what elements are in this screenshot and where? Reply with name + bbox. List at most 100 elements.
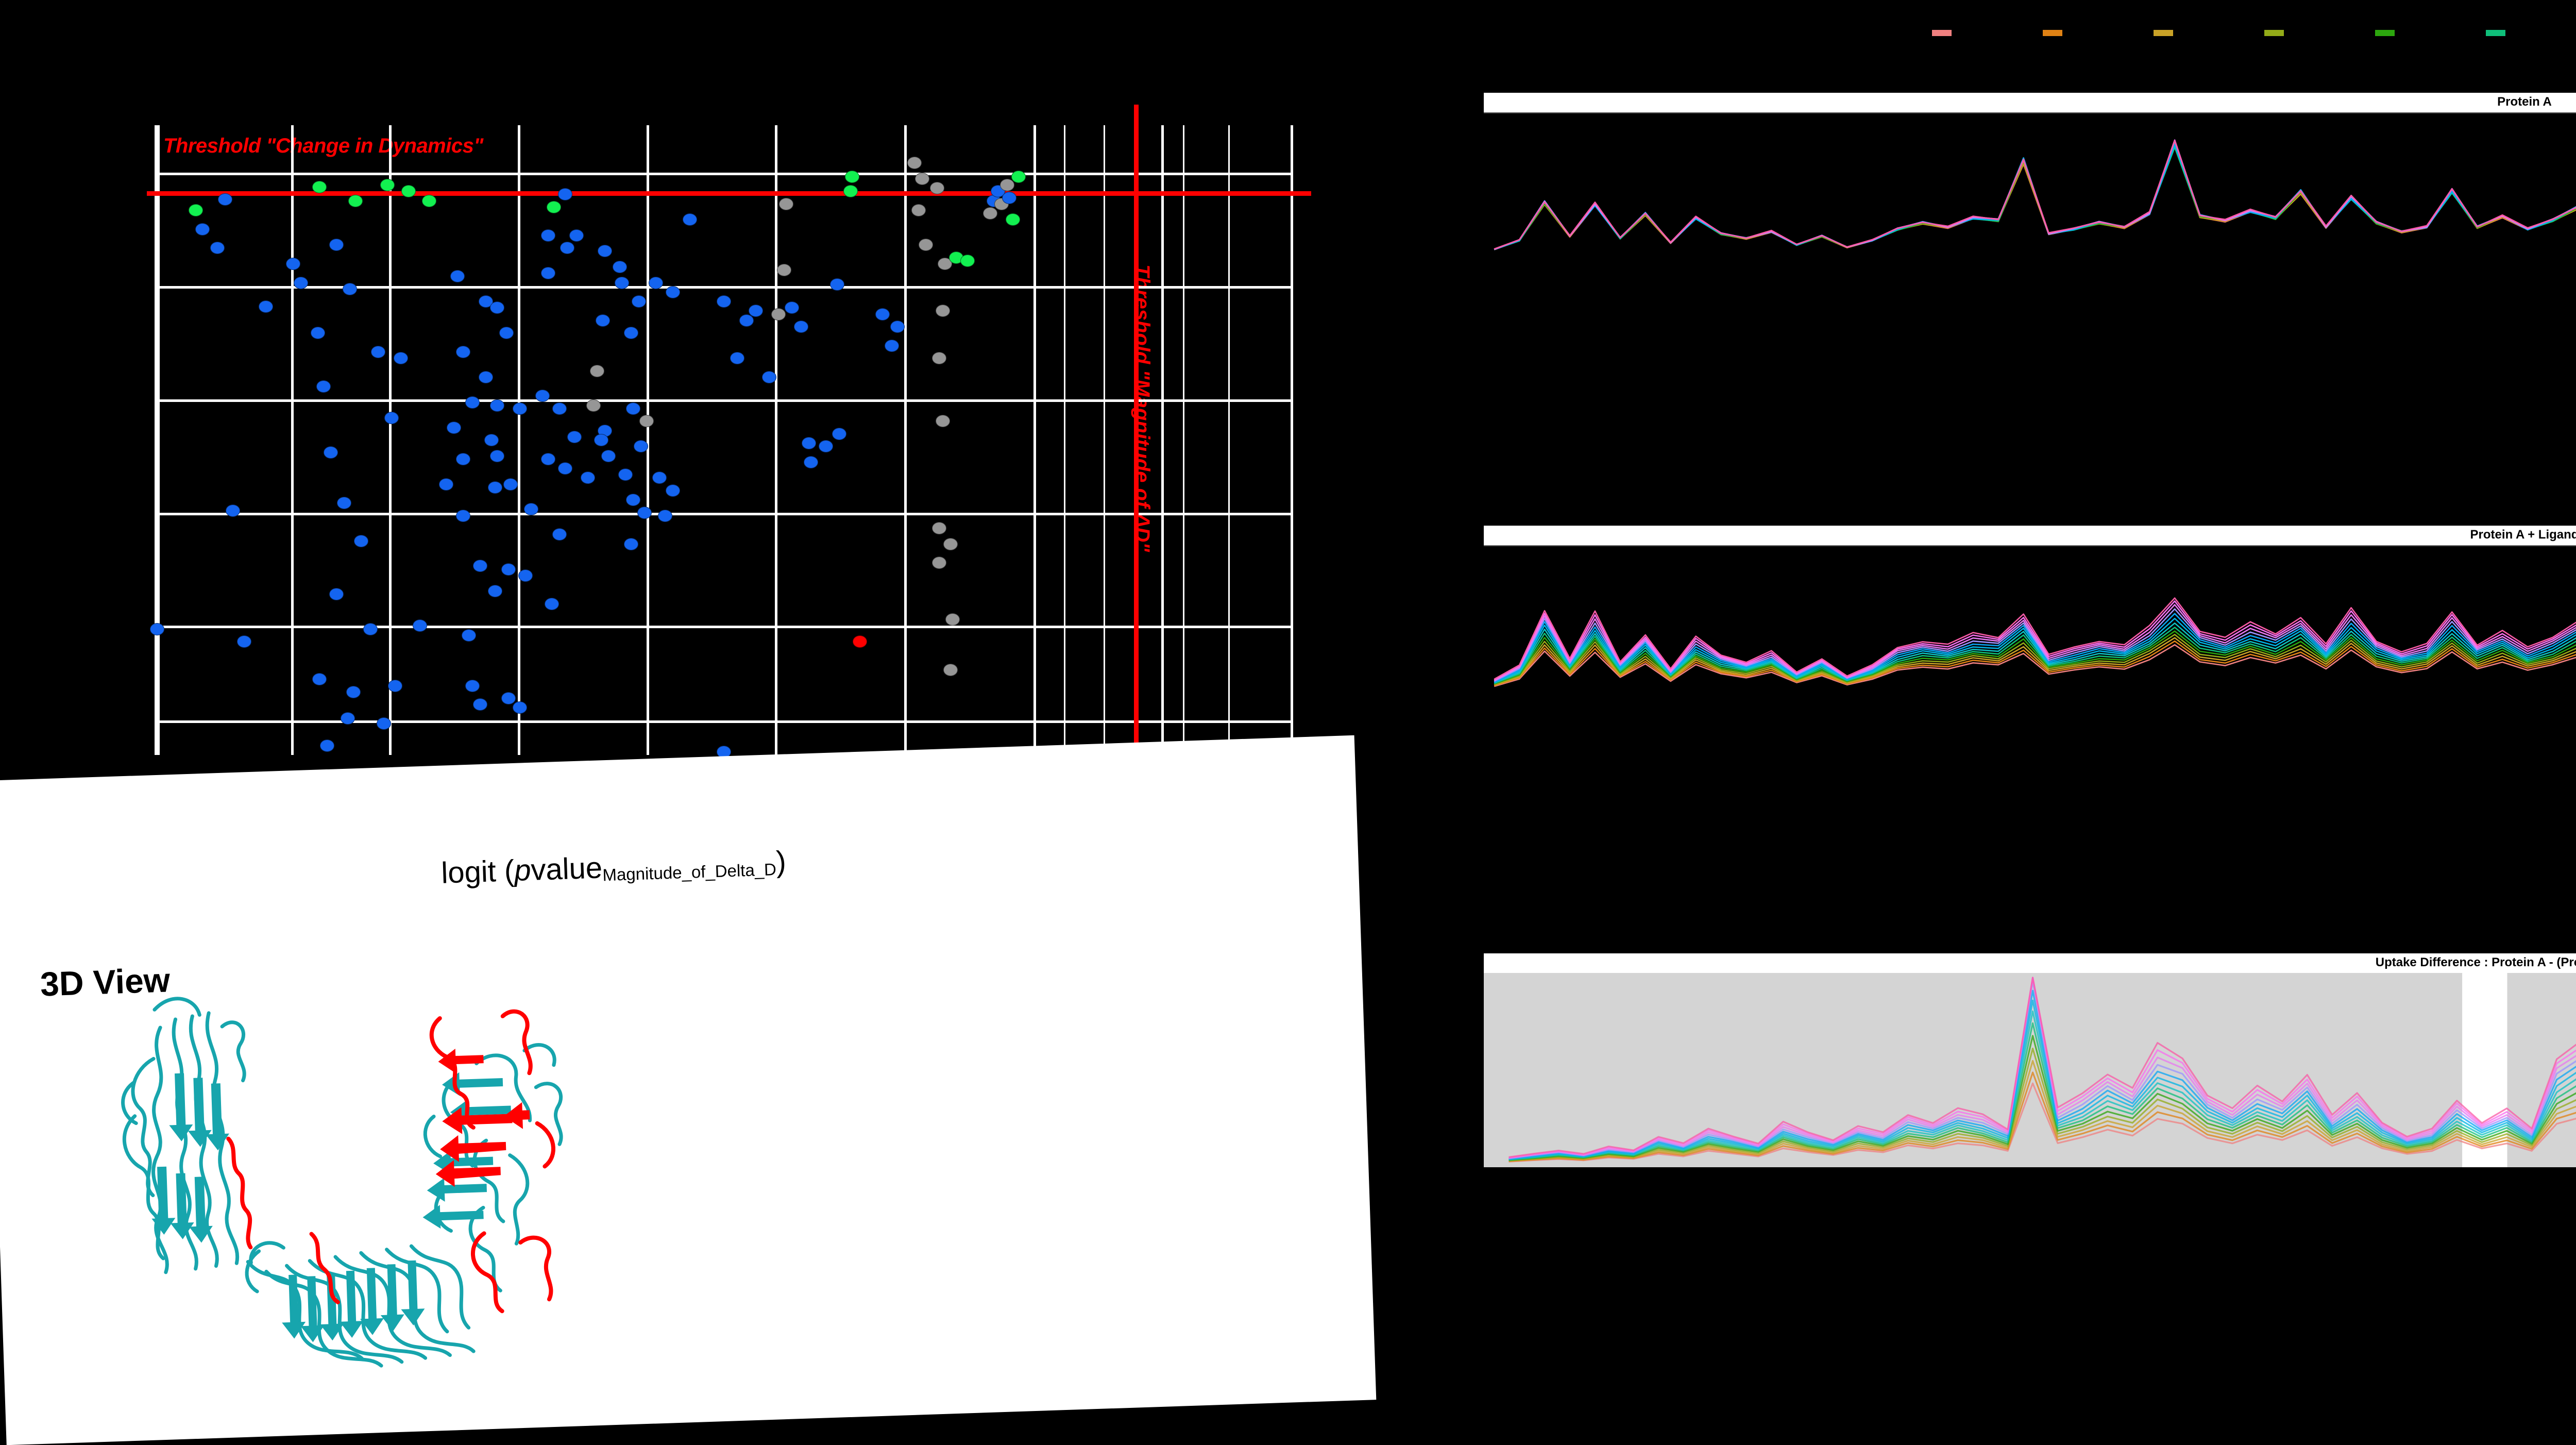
volcano-data-point[interactable] [316,380,331,393]
volcano-data-point[interactable] [632,295,646,308]
volcano-data-point[interactable] [218,193,232,206]
volcano-data-point[interactable] [832,428,846,440]
volcano-data-point[interactable] [845,171,859,183]
volcano-data-point[interactable] [560,242,574,254]
volcano-data-point[interactable] [658,510,672,522]
volcano-data-point[interactable] [915,173,929,185]
volcano-data-point[interactable] [447,422,461,434]
volcano-data-point[interactable] [618,468,633,481]
volcano-data-point[interactable] [960,255,975,267]
volcano-data-point[interactable] [337,497,351,509]
volcano-data-point[interactable] [771,308,786,321]
volcano-data-point[interactable] [919,239,933,251]
volcano-data-point[interactable] [237,635,251,648]
volcano-data-point[interactable] [413,619,427,632]
volcano-data-point[interactable] [513,402,527,415]
volcano-data-point[interactable] [499,327,514,339]
volcano-data-point[interactable] [624,327,638,339]
volcano-data-point[interactable] [541,453,555,465]
volcano-data-point[interactable] [802,437,816,449]
volcano-data-point[interactable] [518,569,533,582]
volcano-data-point[interactable] [513,701,527,714]
volcano-data-point[interactable] [730,352,744,364]
volcano-data-point[interactable] [488,481,502,494]
volcano-data-point[interactable] [488,585,502,597]
chart-canvas[interactable] [1484,545,2576,696]
volcano-data-point[interactable] [456,510,470,522]
volcano-data-point[interactable] [683,213,697,226]
protein-ribbon-structure[interactable] [69,981,649,1391]
volcano-data-point[interactable] [586,399,601,412]
volcano-data-point[interactable] [666,484,680,497]
volcano-data-point[interactable] [652,472,667,484]
volcano-data-point[interactable] [762,371,776,383]
volcano-data-point[interactable] [777,264,791,276]
volcano-data-point[interactable] [210,242,225,254]
volcano-data-point[interactable] [363,623,378,635]
legend-swatch[interactable] [2043,30,2062,36]
volcano-data-point[interactable] [1000,179,1014,191]
volcano-data-point[interactable] [615,277,629,289]
volcano-data-point[interactable] [329,239,344,251]
volcano-data-point[interactable] [195,223,210,236]
volcano-data-point[interactable] [626,494,640,506]
volcano-data-point[interactable] [473,560,487,572]
volcano-data-point[interactable] [558,188,572,200]
volcano-data-point[interactable] [401,185,416,197]
volcano-data-point[interactable] [189,204,203,216]
volcano-data-point[interactable] [312,673,327,685]
volcano-data-point[interactable] [634,440,648,452]
volcano-data-point[interactable] [666,286,680,298]
volcano-data-point[interactable] [936,415,950,427]
volcano-data-point[interactable] [479,371,493,383]
volcano-data-point[interactable] [779,198,793,210]
chart-protein-a-plus-ligand[interactable]: Protein A + Ligand [1484,526,2576,696]
volcano-data-point[interactable] [890,321,905,333]
volcano-data-point[interactable] [785,301,799,314]
uptake-series-line[interactable] [1509,978,2576,1158]
volcano-data-point[interactable] [945,613,960,626]
volcano-data-point[interactable] [541,267,555,279]
volcano-data-point[interactable] [311,327,325,339]
volcano-data-point[interactable] [547,201,561,213]
volcano-data-point[interactable] [348,195,363,207]
volcano-data-point[interactable] [490,301,504,314]
legend-swatch[interactable] [2154,30,2173,36]
volcano-data-point[interactable] [501,692,516,704]
uptake-line-svg[interactable] [1484,973,2576,1167]
threshold-line-vertical[interactable] [1134,105,1139,776]
volcano-plot-area[interactable]: Threshold "Change in Dynamics" Threshold… [155,125,1291,755]
volcano-data-point[interactable] [324,446,338,459]
volcano-data-point[interactable] [490,450,504,462]
volcano-data-point[interactable] [456,346,470,358]
volcano-data-point[interactable] [581,472,595,484]
volcano-data-point[interactable] [639,415,654,427]
volcano-data-point[interactable] [936,305,950,317]
protein-ribbon-svg[interactable] [69,981,649,1391]
volcano-data-point[interactable] [552,528,567,541]
volcano-data-point[interactable] [456,453,470,465]
volcano-data-point[interactable] [346,686,361,698]
volcano-data-point[interactable] [853,635,867,648]
volcano-data-point[interactable] [503,478,518,491]
volcano-data-point[interactable] [613,261,627,273]
volcano-data-point[interactable] [535,390,550,402]
volcano-data-point[interactable] [465,396,480,409]
volcano-data-point[interactable] [749,305,763,317]
chart-protein-a[interactable]: Protein A [1484,93,2576,263]
volcano-data-point[interactable] [590,365,604,377]
volcano-data-point[interactable] [545,598,559,610]
volcano-data-point[interactable] [875,308,890,321]
volcano-data-point[interactable] [649,277,663,289]
uptake-line-svg[interactable] [1484,545,2576,696]
timepoint-legend[interactable] [1932,26,2576,40]
volcano-data-point[interactable] [830,278,844,291]
volcano-data-point[interactable] [312,181,327,193]
volcano-data-point[interactable] [943,538,958,550]
volcano-data-point[interactable] [717,295,731,308]
volcano-data-point[interactable] [943,664,958,676]
volcano-data-point[interactable] [450,270,465,282]
volcano-data-point[interactable] [911,204,926,216]
volcano-data-point[interactable] [1011,171,1026,183]
volcano-data-point[interactable] [983,207,997,220]
